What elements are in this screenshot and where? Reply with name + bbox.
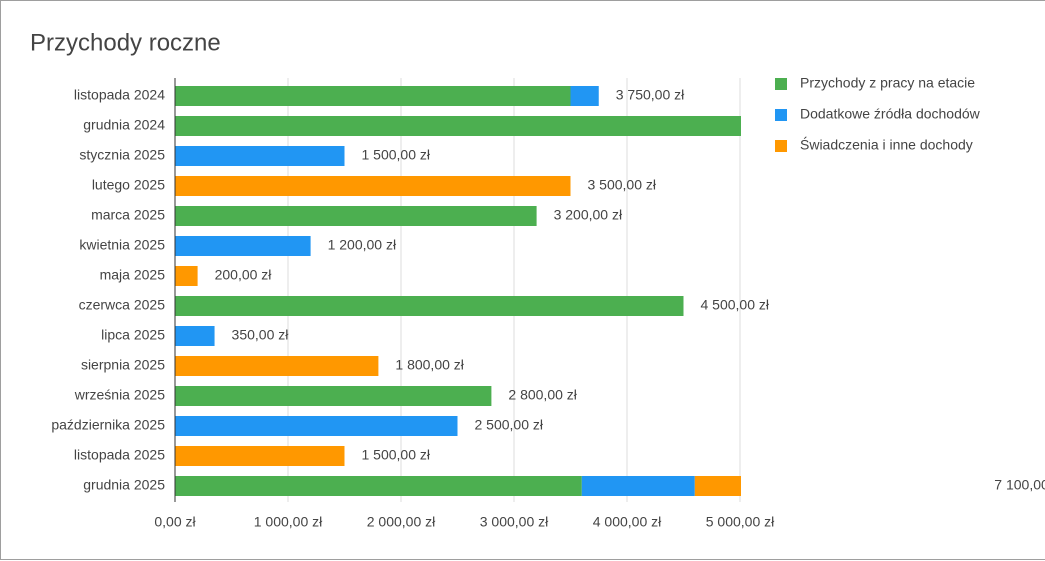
y-tick-label: marca 2025: [91, 207, 165, 223]
legend-label: Dodatkowe źródła dochodów: [800, 106, 981, 122]
bars: [175, 86, 741, 496]
data-label: 1 500,00 zł: [362, 447, 431, 463]
bar-segment: [175, 236, 311, 256]
data-label: 3 500,00 zł: [588, 177, 657, 193]
legend-label: Przychody z pracy na etacie: [800, 75, 975, 91]
data-label: 7 100,00 zł: [994, 477, 1045, 493]
x-tick-label: 2 000,00 zł: [367, 514, 436, 530]
bar-segment: [175, 266, 198, 286]
bar-segment: [175, 146, 345, 166]
y-tick-label: grudnia 2025: [83, 477, 165, 493]
y-tick-label: października 2025: [51, 417, 165, 433]
data-label: 1 500,00 zł: [362, 147, 431, 163]
data-label: 4 500,00 zł: [701, 297, 770, 313]
bar-segment: [175, 476, 582, 496]
legend-swatch: [775, 109, 787, 121]
bar-segment: [570, 86, 599, 106]
bar-segment: [175, 86, 571, 106]
legend-swatch: [775, 78, 787, 90]
bar-segment: [175, 176, 571, 196]
data-label: 350,00 zł: [232, 327, 290, 343]
chart-title: Przychody roczne: [30, 29, 221, 56]
bar-segment: [175, 356, 379, 376]
data-label: 1 200,00 zł: [328, 237, 397, 253]
x-tick-label: 4 000,00 zł: [593, 514, 662, 530]
bar-segment: [694, 476, 741, 496]
y-tick-label: listopada 2025: [74, 447, 165, 463]
bar-segment: [175, 206, 537, 226]
bar-segment: [175, 416, 458, 436]
x-tick-label: 5 000,00 zł: [706, 514, 775, 530]
y-tick-label: stycznia 2025: [79, 147, 165, 163]
y-tick-label: listopada 2024: [74, 87, 165, 103]
data-label: 2 800,00 zł: [508, 387, 577, 403]
bar-segment: [175, 116, 741, 136]
bar-segment: [175, 326, 215, 346]
legend-label: Świadczenia i inne dochody: [800, 136, 973, 153]
y-tick-label: czerwca 2025: [79, 297, 166, 313]
data-label: 3 750,00 zł: [616, 87, 685, 103]
data-label: 2 500,00 zł: [475, 417, 544, 433]
bar-segment: [175, 296, 684, 316]
y-tick-label: sierpnia 2025: [81, 357, 165, 373]
x-tick-label: 3 000,00 zł: [480, 514, 549, 530]
bar-segment: [175, 386, 492, 406]
x-tick-label: 0,00 zł: [154, 514, 196, 530]
y-tick-label: maja 2025: [100, 267, 166, 283]
y-tick-label: września 2025: [74, 387, 165, 403]
y-tick-label: kwietnia 2025: [79, 237, 165, 253]
data-label: 3 200,00 zł: [554, 207, 623, 223]
bar-segment: [581, 476, 695, 496]
x-tick-label: 1 000,00 zł: [254, 514, 323, 530]
y-tick-label: lipca 2025: [101, 327, 165, 343]
data-label: 1 800,00 zł: [395, 357, 464, 373]
data-label: 200,00 zł: [215, 267, 273, 283]
y-tick-label: lutego 2025: [92, 177, 165, 193]
legend-swatch: [775, 140, 787, 152]
y-tick-label: grudnia 2024: [83, 117, 165, 133]
bar-segment: [175, 446, 345, 466]
